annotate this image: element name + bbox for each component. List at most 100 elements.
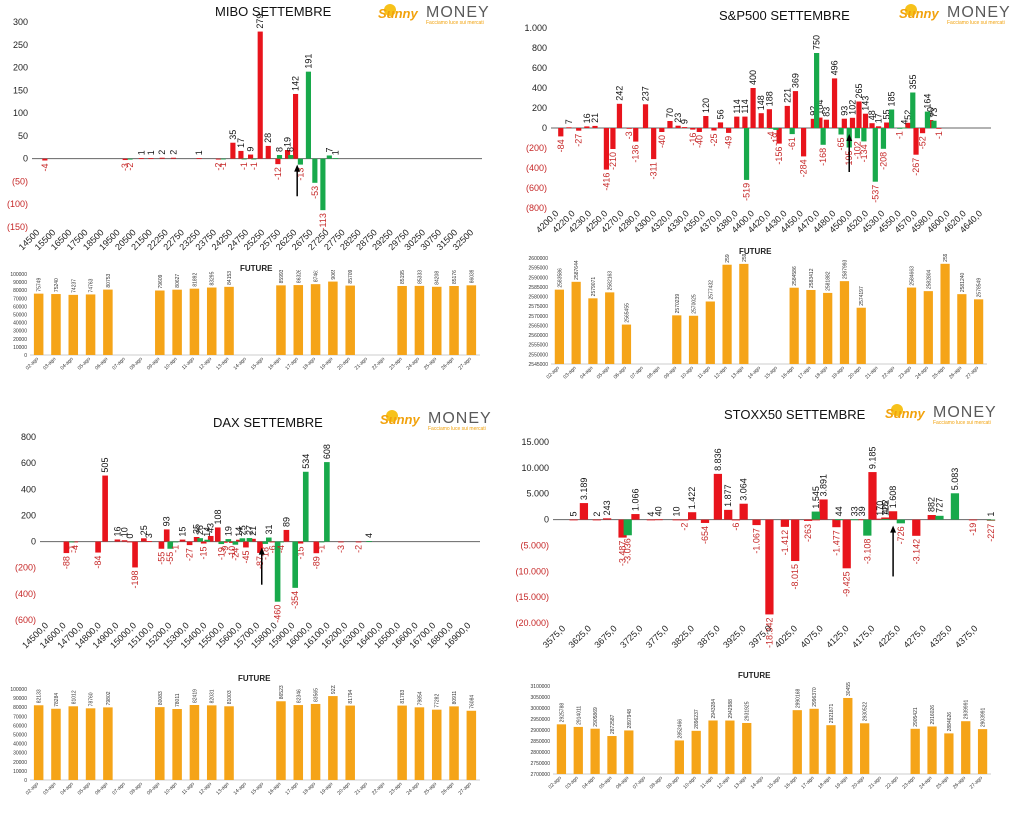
- call-data-label: -210: [608, 152, 618, 170]
- y-tick-label: 200: [532, 103, 547, 113]
- y-tick-label: 0: [24, 353, 27, 359]
- call-bar: [688, 512, 697, 520]
- call-bar: [811, 519, 820, 521]
- call-bar: [631, 514, 640, 520]
- call-bar: [654, 519, 663, 521]
- call-bar: [776, 128, 782, 144]
- put-data-label: -1: [239, 162, 249, 170]
- put-data-label: -13: [295, 168, 305, 181]
- call-bar: [696, 128, 702, 132]
- x-tick-label: 3925,0: [721, 623, 748, 650]
- future-data-label: 2587993: [842, 259, 848, 279]
- call-data-label: 8.836: [713, 448, 723, 471]
- put-data-label: -19: [216, 547, 226, 560]
- call-bar: [313, 541, 320, 554]
- y-tick-label: 2850000: [531, 739, 551, 745]
- x-tick-label: 08-ago: [646, 365, 661, 380]
- y-tick-label: 2800000: [531, 750, 551, 756]
- put-data-label: -19: [771, 133, 781, 146]
- put-data-label: -1: [67, 545, 77, 553]
- put-data-label: -3.036: [623, 538, 633, 564]
- y-tick-label: 0: [24, 778, 27, 784]
- future-data-label: 2914011: [576, 706, 582, 725]
- future-bar: [826, 725, 836, 774]
- x-tick-label: 24-ago: [406, 356, 421, 371]
- call-bar: [214, 527, 221, 542]
- y-tick-label: 200: [13, 63, 28, 73]
- call-bar: [968, 519, 978, 521]
- call-data-label: 114: [740, 99, 750, 113]
- y-tick-label: 150: [13, 85, 28, 95]
- put-data-label: 4: [900, 120, 910, 125]
- future-data-label: 2574197: [859, 286, 865, 306]
- put-bar: [225, 539, 232, 542]
- future-bar: [856, 307, 866, 364]
- call-data-label: -87: [255, 556, 265, 569]
- future-bar: [276, 285, 286, 355]
- call-data-label: 3: [144, 533, 154, 538]
- future-bar: [189, 288, 200, 355]
- call-bar: [146, 541, 152, 542]
- x-tick-label: 06-ago: [94, 356, 109, 371]
- future-bar: [397, 705, 407, 780]
- x-tick-label: 13-ago: [733, 775, 748, 790]
- x-tick-label: 22-ago: [371, 356, 386, 371]
- put-data-label: -354: [290, 591, 300, 609]
- put-bar: [931, 120, 937, 128]
- call-bar: [236, 539, 242, 542]
- call-data-label: -12: [273, 167, 283, 180]
- y-tick-label: 80000: [13, 705, 27, 711]
- future-bar: [414, 707, 425, 780]
- y-tick-label: 2575000: [529, 304, 549, 310]
- call-bar: [616, 103, 623, 128]
- call-bar: [42, 158, 48, 161]
- call-bar: [207, 535, 214, 542]
- call-data-label: -654: [700, 526, 710, 544]
- put-data-label: -3.108: [862, 539, 872, 565]
- future-data-label: 2996370: [812, 687, 818, 707]
- put-data-label: 750: [812, 35, 822, 50]
- x-tick-label: 06-ago: [94, 781, 109, 796]
- call-bar: [200, 541, 207, 544]
- future-data-label: 2587644: [574, 260, 580, 280]
- future-bar: [33, 705, 44, 780]
- future-bar: [957, 294, 967, 364]
- call-data-label: -136: [631, 145, 641, 163]
- x-tick-label: 3625,0: [567, 623, 594, 650]
- y-tick-label: (50): [12, 176, 28, 186]
- call-bar: [642, 104, 649, 128]
- future-data-label: 2565455: [624, 303, 630, 323]
- call-data-label: 15: [178, 527, 188, 537]
- future-data-label: 77282: [435, 694, 441, 708]
- future-bar: [910, 728, 920, 774]
- future-data-label: 3045580: [846, 682, 852, 696]
- future-bar: [961, 721, 971, 774]
- put-data-label: -4: [276, 545, 286, 553]
- call-bar: [275, 158, 281, 165]
- future-data-label: 75749: [37, 278, 43, 292]
- call-data-label: 35: [192, 524, 202, 534]
- future-bar: [172, 709, 182, 780]
- call-bar: [817, 117, 823, 128]
- future-bar: [206, 705, 217, 780]
- call-data-label: 21: [590, 113, 600, 123]
- future-bar: [33, 293, 44, 355]
- y-tick-label: 2700000: [531, 772, 551, 778]
- call-data-label: 2: [157, 150, 167, 155]
- x-tick-label: 06-ago: [613, 365, 628, 380]
- put-bar: [262, 541, 269, 544]
- put-data-label: 8: [286, 147, 296, 152]
- sun-icon: Sunny MONEY Facciamo luce sui mercati: [899, 4, 1011, 26]
- panel-dax: DAX SETTEMBRE Sunny MONEY Facciamo luce …: [0, 400, 511, 816]
- call-bar: [72, 541, 79, 543]
- put-bar: [872, 128, 878, 182]
- x-tick-label: 27-ago: [965, 365, 980, 380]
- call-data-label: -89: [311, 556, 321, 569]
- svg-text:MONEY: MONEY: [947, 4, 1011, 21]
- call-data-label: 882: [927, 497, 937, 512]
- future-bar: [345, 285, 355, 355]
- call-data-label: 402: [880, 499, 890, 514]
- future-data-label: 85709: [348, 270, 354, 284]
- x-tick-label: 20-ago: [336, 356, 351, 371]
- x-tick-label: 23-ago: [898, 365, 913, 380]
